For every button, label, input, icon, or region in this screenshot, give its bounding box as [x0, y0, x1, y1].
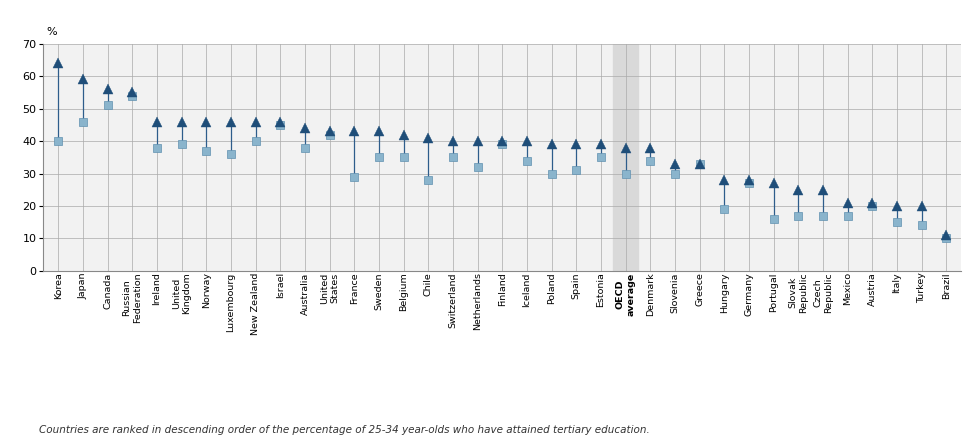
- Legend: 25-34 year-olds, 25-64 year-olds: 25-34 year-olds, 25-64 year-olds: [378, 0, 627, 4]
- Text: %: %: [46, 27, 57, 37]
- Text: Countries are ranked in descending order of the percentage of 25-34 year-olds wh: Countries are ranked in descending order…: [39, 425, 649, 435]
- Bar: [613, 44, 638, 271]
